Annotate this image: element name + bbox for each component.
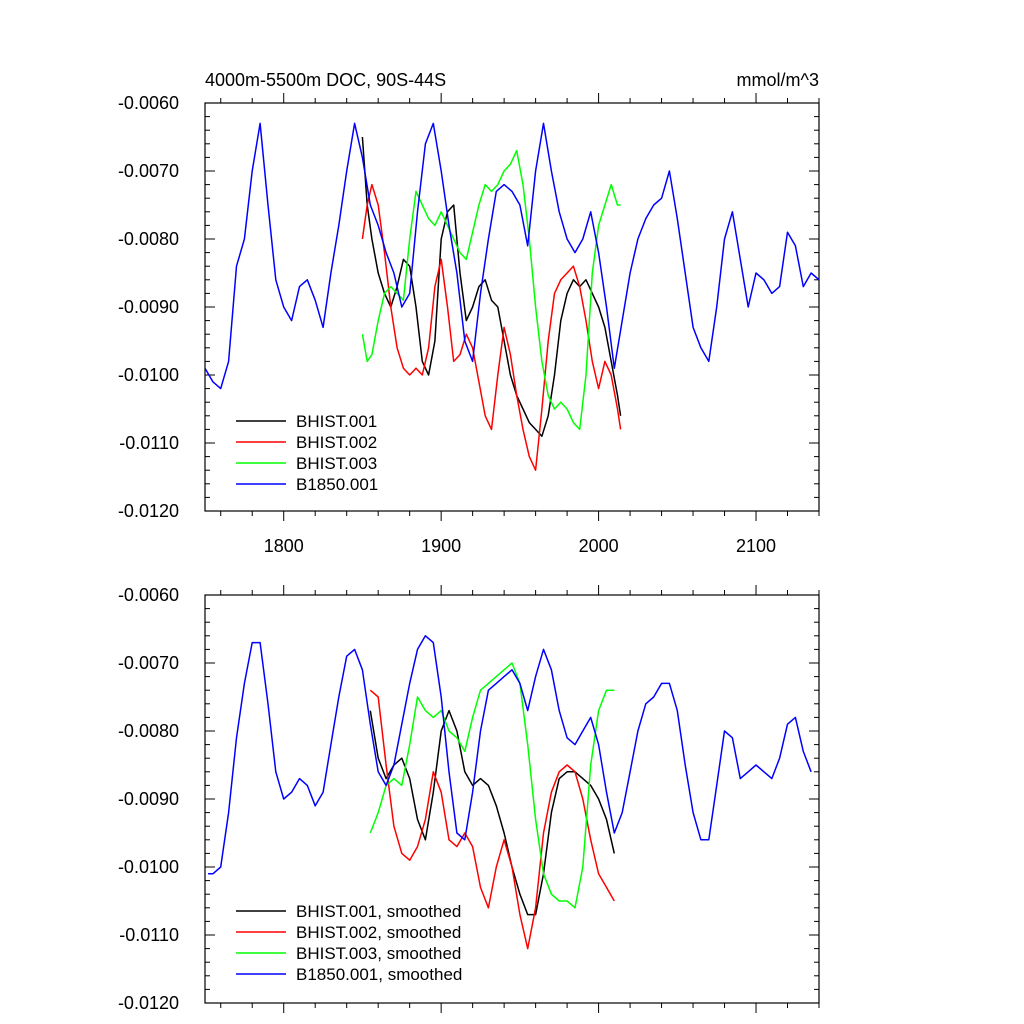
- y-tick-label: -0.0120: [118, 501, 179, 521]
- series-line-bhist-002-smoothed: [369, 689, 615, 950]
- series-line-bhist-003: [361, 149, 621, 431]
- y-tick-label: -0.0100: [118, 365, 179, 385]
- series-line-bhist-002: [361, 183, 622, 471]
- series-line-b1850-001: [205, 122, 819, 390]
- series-line-bhist-001: [361, 136, 622, 437]
- legend-label: BHIST.002, smoothed: [296, 923, 461, 942]
- x-tick-label: 2100: [736, 536, 776, 556]
- legend-label: BHIST.001, smoothed: [296, 902, 461, 921]
- x-tick-label: 2000: [579, 536, 619, 556]
- x-tick-label: 1800: [264, 536, 304, 556]
- y-tick-label: -0.0090: [118, 789, 179, 809]
- y-tick-label: -0.0110: [119, 433, 179, 453]
- y-tick-label: -0.0060: [118, 93, 179, 113]
- legend: BHIST.001 BHIST.002 BHIST.003 B1850.001: [236, 412, 378, 494]
- y-tick-label: -0.0070: [118, 653, 179, 673]
- legend: BHIST.001, smoothed BHIST.002, smoothed BH…: [236, 902, 462, 984]
- series-line-bhist-003-smoothed: [369, 662, 615, 909]
- chart-panel-2: -0.0060 -0.0070 -0.0080 -0.0090 -0.0100 -0.01…: [118, 585, 820, 1013]
- legend-label: BHIST.001: [296, 412, 377, 431]
- legend-label: B1850.001: [296, 475, 378, 494]
- y-tick-label: -0.0120: [118, 993, 179, 1013]
- y-tick-label: -0.0060: [118, 585, 179, 605]
- legend-label: BHIST.003: [296, 454, 377, 473]
- y-tick-label: -0.0080: [118, 229, 179, 249]
- y-tick-label: -0.0100: [118, 857, 179, 877]
- y-tick-label: -0.0080: [118, 721, 179, 741]
- y-tick-label: -0.0110: [119, 925, 179, 945]
- x-tick-label: 1900: [421, 536, 461, 556]
- legend-label: BHIST.002: [296, 433, 377, 452]
- chart-title: 4000m-5500m DOC, 90S-44S: [205, 70, 446, 90]
- series-line-b1850-001-smoothed: [208, 635, 812, 875]
- y-tick-label: -0.0090: [118, 297, 179, 317]
- series-line-bhist-001-smoothed: [369, 709, 616, 916]
- legend-label: BHIST.003, smoothed: [296, 944, 461, 963]
- chart-panel-1: -0.0060 -0.0070 -0.0080 -0.0090 -0.0100 -0.01…: [118, 70, 820, 556]
- units-label: mmol/m^3: [737, 70, 819, 90]
- y-tick-label: -0.0070: [118, 161, 179, 181]
- legend-label: B1850.001, smoothed: [296, 965, 462, 984]
